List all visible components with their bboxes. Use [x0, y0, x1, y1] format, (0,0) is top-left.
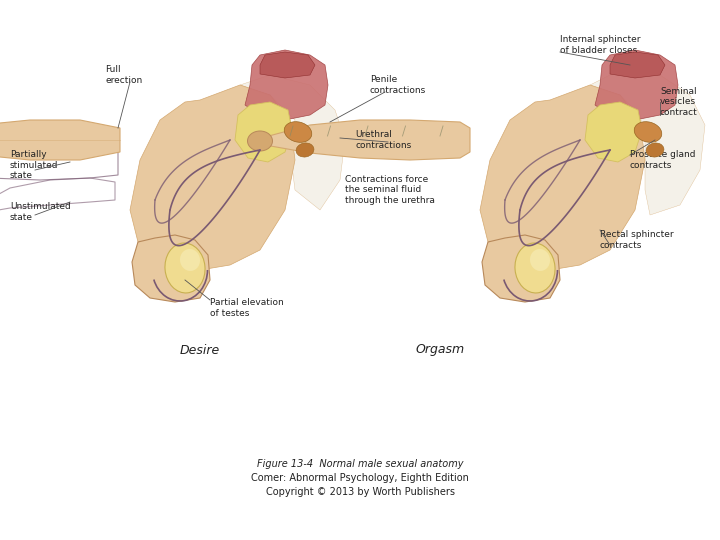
Polygon shape [132, 235, 210, 302]
Polygon shape [590, 70, 705, 215]
Text: Full
erection: Full erection [105, 65, 143, 85]
Ellipse shape [646, 143, 664, 157]
Ellipse shape [180, 249, 200, 271]
Ellipse shape [284, 122, 312, 143]
Ellipse shape [248, 131, 272, 151]
Polygon shape [610, 52, 665, 78]
Polygon shape [595, 50, 678, 120]
Text: Unstimulated
state: Unstimulated state [10, 202, 71, 222]
Text: Contractions force
the seminal fluid
through the urethra: Contractions force the seminal fluid thr… [345, 175, 435, 205]
Ellipse shape [296, 143, 314, 157]
Text: Rectal sphincter
contracts: Rectal sphincter contracts [600, 230, 674, 249]
Text: Partial elevation
of testes: Partial elevation of testes [210, 298, 284, 318]
Ellipse shape [530, 249, 550, 271]
Polygon shape [585, 102, 642, 162]
Polygon shape [480, 85, 645, 270]
Text: Penile
contractions: Penile contractions [370, 75, 426, 94]
Ellipse shape [165, 243, 205, 293]
Polygon shape [130, 85, 295, 270]
Text: Orgasm: Orgasm [415, 343, 464, 356]
Text: Prostate gland
contracts: Prostate gland contracts [630, 150, 696, 170]
Polygon shape [0, 120, 120, 160]
Ellipse shape [515, 243, 555, 293]
Polygon shape [235, 102, 292, 162]
Polygon shape [245, 50, 328, 120]
Text: Internal sphincter
of bladder closes: Internal sphincter of bladder closes [560, 35, 641, 55]
Polygon shape [240, 75, 345, 210]
Text: Seminal
vesicles
contract: Seminal vesicles contract [660, 87, 698, 117]
Ellipse shape [634, 122, 662, 143]
Polygon shape [260, 52, 315, 78]
Text: Copyright © 2013 by Worth Publishers: Copyright © 2013 by Worth Publishers [266, 487, 454, 497]
Text: Desire: Desire [180, 343, 220, 356]
Polygon shape [482, 235, 560, 302]
Text: Comer: Abnormal Psychology, Eighth Edition: Comer: Abnormal Psychology, Eighth Editi… [251, 473, 469, 483]
Text: Figure 13-4  Normal male sexual anatomy: Figure 13-4 Normal male sexual anatomy [257, 459, 463, 469]
Text: Urethral
contractions: Urethral contractions [355, 130, 411, 150]
Polygon shape [265, 120, 470, 160]
Text: Partially
stimulated
state: Partially stimulated state [10, 150, 58, 180]
